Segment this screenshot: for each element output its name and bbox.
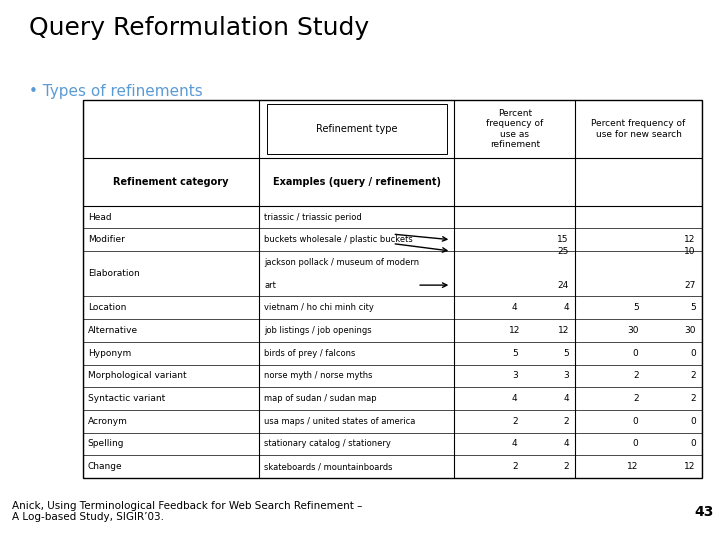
Text: 0: 0 (633, 440, 639, 448)
Text: Acronym: Acronym (88, 417, 127, 426)
Text: 4: 4 (563, 440, 569, 448)
Text: 12: 12 (685, 462, 696, 471)
Text: skateboards / mountainboards: skateboards / mountainboards (264, 462, 392, 471)
Text: 2: 2 (563, 462, 569, 471)
Text: 2: 2 (633, 394, 639, 403)
Text: Location: Location (88, 303, 126, 312)
Text: 0: 0 (690, 417, 696, 426)
Text: job listings / job openings: job listings / job openings (264, 326, 372, 335)
Text: 0: 0 (633, 349, 639, 357)
Text: Modifier: Modifier (88, 235, 125, 244)
Text: 0: 0 (633, 417, 639, 426)
Text: vietnam / ho chi minh city: vietnam / ho chi minh city (264, 303, 374, 312)
Text: 12: 12 (509, 326, 521, 335)
Text: Percent frequency of
use for new search: Percent frequency of use for new search (591, 119, 685, 139)
Text: 0: 0 (690, 349, 696, 357)
Text: 4: 4 (563, 303, 569, 312)
Text: Elaboration: Elaboration (88, 269, 140, 278)
Text: Refinement category: Refinement category (113, 177, 229, 187)
Text: Morphological variant: Morphological variant (88, 372, 186, 380)
Text: Percent
frequency of
use as
refinement: Percent frequency of use as refinement (486, 109, 544, 149)
Text: 3: 3 (563, 372, 569, 380)
Text: buckets wholesale / plastic buckets: buckets wholesale / plastic buckets (264, 235, 413, 244)
Text: triassic / triassic period: triassic / triassic period (264, 213, 362, 221)
Text: 2: 2 (512, 417, 518, 426)
Text: Change: Change (88, 462, 122, 471)
Text: birds of prey / falcons: birds of prey / falcons (264, 349, 356, 357)
Text: 24: 24 (557, 281, 569, 289)
Text: 2: 2 (563, 417, 569, 426)
Text: 4: 4 (512, 440, 518, 448)
Text: Anick, Using Terminological Feedback for Web Search Refinement –
A Log-based Stu: Anick, Using Terminological Feedback for… (12, 501, 363, 523)
Text: Alternative: Alternative (88, 326, 138, 335)
Text: 5: 5 (633, 303, 639, 312)
Text: art: art (264, 281, 276, 289)
Text: • Types of refinements: • Types of refinements (29, 84, 202, 99)
Text: Query Reformulation Study: Query Reformulation Study (29, 16, 369, 40)
Text: 2: 2 (690, 372, 696, 380)
Text: 12: 12 (557, 326, 569, 335)
Text: 5: 5 (512, 349, 518, 357)
Text: 2: 2 (633, 372, 639, 380)
Text: usa maps / united states of america: usa maps / united states of america (264, 417, 415, 426)
Text: 30: 30 (684, 326, 696, 335)
Text: jackson pollack / museum of modern: jackson pollack / museum of modern (264, 258, 419, 267)
Text: 2: 2 (690, 394, 696, 403)
Text: 12: 12 (685, 235, 696, 244)
Text: Head: Head (88, 213, 112, 221)
Text: 10: 10 (684, 247, 696, 255)
Text: Syntactic variant: Syntactic variant (88, 394, 165, 403)
Text: 4: 4 (512, 303, 518, 312)
Text: 5: 5 (563, 349, 569, 357)
Text: 5: 5 (690, 303, 696, 312)
Text: 27: 27 (685, 281, 696, 289)
Text: 25: 25 (557, 247, 569, 255)
Text: Examples (query / refinement): Examples (query / refinement) (273, 177, 441, 187)
Text: 30: 30 (627, 326, 639, 335)
Text: 4: 4 (512, 394, 518, 403)
Text: stationary catalog / stationery: stationary catalog / stationery (264, 440, 391, 448)
Text: 4: 4 (563, 394, 569, 403)
Text: norse myth / norse myths: norse myth / norse myths (264, 372, 373, 380)
Text: 12: 12 (627, 462, 639, 471)
Text: 43: 43 (695, 505, 714, 518)
Text: map of sudan / sudan map: map of sudan / sudan map (264, 394, 377, 403)
Text: Refinement type: Refinement type (316, 124, 397, 134)
Text: Spelling: Spelling (88, 440, 125, 448)
Text: Hyponym: Hyponym (88, 349, 131, 357)
Text: 2: 2 (512, 462, 518, 471)
Text: 15: 15 (557, 235, 569, 244)
Text: 0: 0 (690, 440, 696, 448)
Text: 3: 3 (512, 372, 518, 380)
FancyBboxPatch shape (266, 104, 447, 154)
